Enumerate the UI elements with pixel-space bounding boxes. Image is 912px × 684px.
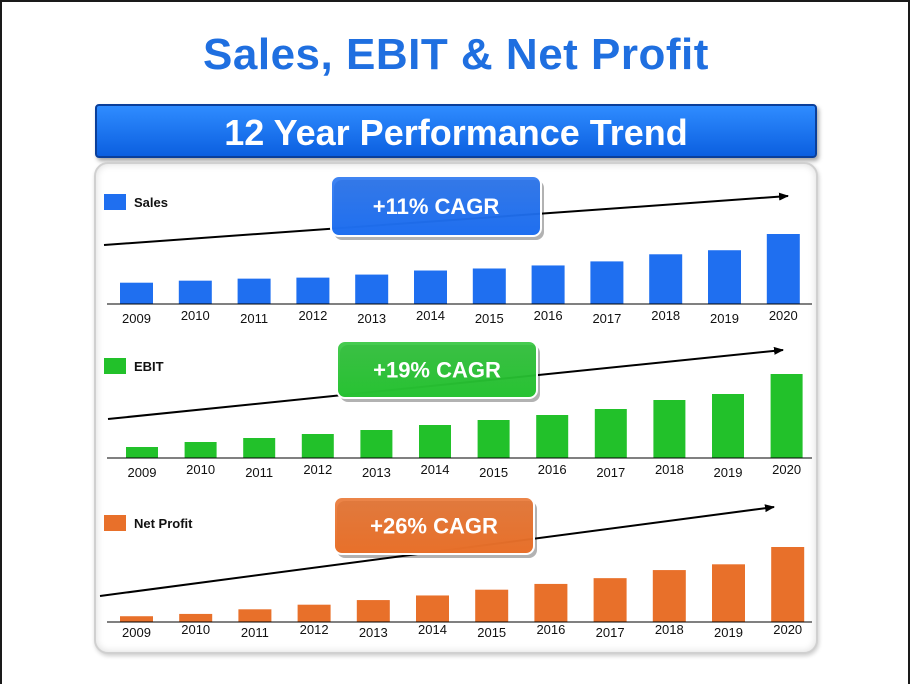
bar-2011 [238, 609, 272, 622]
cagr-badge-label: +19% CAGR [373, 358, 501, 383]
tick-label: 2016 [536, 622, 565, 637]
tick-label: 2009 [128, 465, 157, 480]
bar-2017 [590, 261, 624, 304]
tick-label: 2014 [421, 462, 450, 477]
bar-2009 [126, 447, 158, 458]
bar-2012 [297, 604, 331, 622]
bar-2017 [594, 409, 627, 458]
bar-2019 [712, 394, 744, 458]
tick-label: 2013 [359, 625, 388, 640]
legend-swatch [104, 515, 126, 531]
tick-label: 2013 [357, 311, 386, 326]
bar-2015 [477, 420, 510, 458]
tick-label: 2010 [186, 462, 215, 477]
tick-label: 2011 [245, 465, 273, 480]
tick-label: 2019 [714, 625, 743, 640]
tick-label: 2017 [596, 625, 625, 640]
bar-2020 [771, 547, 805, 622]
tick-label: 2015 [477, 625, 506, 640]
bar-2012 [296, 277, 330, 304]
tick-label: 2018 [651, 308, 680, 323]
tick-label: 2009 [122, 625, 151, 640]
bar-2011 [243, 438, 276, 458]
cagr-badge [336, 340, 538, 399]
bar-2016 [536, 415, 569, 458]
bar-2011 [237, 278, 271, 304]
tick-label: 2012 [303, 462, 332, 477]
bar-2016 [531, 265, 565, 304]
cagr-badge-label: +26% CAGR [370, 514, 498, 539]
bar-2014 [419, 425, 451, 458]
bar-2014 [416, 595, 449, 622]
bar-2018 [652, 570, 686, 622]
tick-label: 2012 [300, 622, 329, 637]
chart-net-profit: 2009 2010 2011 2012 2013 2014 2015 2016 2017 2018… [99, 496, 812, 640]
tick-label: 2020 [769, 308, 798, 323]
slide-title: Sales, EBIT & Net Profit [203, 30, 709, 79]
tick-label: 2016 [538, 462, 567, 477]
legend-label: Net Profit [134, 516, 193, 531]
tick-label: 2014 [416, 308, 445, 323]
tick-label: 2015 [479, 465, 508, 480]
tick-label: 2018 [655, 622, 684, 637]
tick-label: 2017 [592, 311, 621, 326]
legend-swatch [104, 194, 126, 210]
tick-label: 2020 [773, 622, 802, 637]
subtitle-banner: 12 Year Performance Trend [95, 104, 817, 158]
legend-swatch [104, 358, 126, 374]
cagr-badge-label: +11% CAGR [373, 194, 500, 219]
legend-label: EBIT [134, 359, 164, 374]
bar-2013 [355, 274, 389, 304]
bar-2010 [178, 280, 212, 304]
bar-2012 [301, 434, 334, 458]
tick-label: 2018 [655, 462, 684, 477]
tick-label: 2012 [298, 308, 327, 323]
bar-2020 [770, 374, 803, 458]
bar-2018 [653, 400, 686, 458]
bar-2014 [414, 270, 447, 304]
bar-2013 [356, 600, 390, 622]
tick-label: 2019 [714, 465, 743, 480]
bar-2013 [360, 430, 393, 458]
tick-label: 2010 [181, 622, 210, 637]
tick-label: 2011 [241, 625, 269, 640]
bar-2020 [766, 234, 800, 304]
bar-2009 [120, 616, 153, 622]
tick-label: 2010 [181, 308, 210, 323]
bar-2010 [179, 613, 213, 622]
cagr-badge [330, 175, 542, 237]
tick-label: 2016 [534, 308, 563, 323]
bar-2017 [593, 578, 627, 622]
legend-label: Sales [134, 195, 168, 210]
tick-label: 2017 [596, 465, 625, 480]
chart-ebit: 2009 2010 2011 2012 2013 2014 2015 2016 2017 2018… [104, 340, 812, 480]
bar-2016 [534, 583, 568, 622]
bar-2009 [120, 282, 153, 304]
cagr-badge [333, 496, 535, 555]
tick-label: 2013 [362, 465, 391, 480]
tick-label: 2020 [772, 462, 801, 477]
bar-2015 [475, 589, 509, 622]
tick-label: 2019 [710, 311, 739, 326]
bar-2019 [708, 250, 741, 304]
tick-label: 2009 [122, 311, 151, 326]
bar-2015 [472, 268, 506, 304]
bar-2010 [184, 442, 217, 458]
bar-2019 [712, 564, 745, 622]
bar-2018 [649, 254, 683, 304]
tick-label: 2014 [418, 622, 447, 637]
chart-sales: 2009 2010 2011 2012 2013 2014 2015 2016 2017 2018… [103, 175, 812, 326]
tick-label: 2015 [475, 311, 504, 326]
tick-label: 2011 [240, 311, 268, 326]
